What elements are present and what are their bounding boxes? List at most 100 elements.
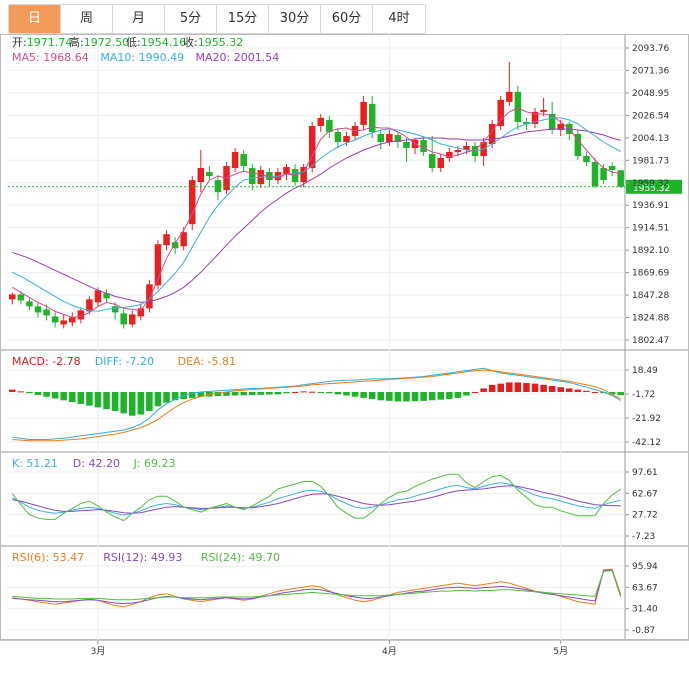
macd-tick-label: -42.12 — [632, 438, 661, 448]
candle-up — [146, 284, 153, 309]
price-tick-label: 2048.95 — [632, 89, 669, 99]
tab-4[interactable]: 15分 — [217, 5, 269, 33]
macd-bar-negative — [437, 391, 445, 400]
candle-down — [34, 306, 42, 313]
macd-bar-positive — [583, 390, 590, 392]
macd-bar-negative — [120, 391, 127, 414]
macd-bar-negative — [343, 391, 350, 396]
tab-0[interactable]: 日 — [9, 5, 61, 33]
macd-bar-negative — [137, 391, 145, 415]
macd-bar-negative — [334, 391, 342, 395]
candle-up — [283, 167, 290, 175]
candle-down — [248, 168, 256, 185]
macd-bar-negative — [34, 391, 42, 395]
macd-bar-positive — [9, 389, 16, 392]
rsi-label-0: RSI(6): 53.47 — [12, 551, 84, 564]
macd-bar-positive — [17, 391, 25, 393]
candle-up — [9, 294, 16, 300]
macd-bar-negative — [368, 391, 376, 400]
rsi-tick-label: 63.67 — [632, 583, 658, 593]
kdj-label-0: K: 51.21 — [12, 457, 58, 470]
macd-bar-negative — [411, 391, 419, 402]
macd-bar-negative — [223, 391, 230, 396]
kdj-tick-label: 62.67 — [632, 489, 658, 499]
rsi24-line — [12, 570, 622, 601]
candle-down — [206, 172, 213, 177]
tab-3[interactable]: 5分 — [165, 5, 217, 33]
macd-bar-positive — [488, 384, 496, 392]
macd-bar-positive — [548, 386, 556, 392]
macd-bar-negative — [394, 391, 402, 402]
candle-up — [163, 234, 170, 246]
candle-down — [591, 162, 599, 187]
kdj-tick-label: 97.61 — [632, 468, 658, 478]
price-tick-label: 1824.88 — [632, 314, 669, 324]
current-price-text: 1955.32 — [633, 184, 670, 194]
rsi-label-2: RSI(24): 49.70 — [201, 551, 280, 564]
candle-down — [608, 166, 616, 171]
macd-bar-positive — [591, 391, 599, 393]
candle-up — [506, 91, 513, 102]
macd-bar-positive — [523, 383, 530, 392]
candle-down — [583, 156, 590, 163]
macd-tick-label: -21.92 — [632, 414, 661, 424]
rsi-label-1: RSI(12): 49.93 — [103, 551, 182, 564]
rsi-tick-label: 31.40 — [632, 605, 658, 615]
candle-down — [103, 293, 110, 299]
candle-down — [600, 168, 607, 181]
d-line — [12, 485, 621, 514]
macd-bar-negative — [171, 391, 179, 401]
stock-chart[interactable]: 1955.32 3月 4月 5月 2093.76 2071.36 2048.95 2026.… — [0, 34, 689, 669]
candle-down — [377, 133, 385, 142]
macd-bar-negative — [617, 391, 624, 396]
tab-1[interactable]: 周 — [61, 5, 113, 33]
price-tick-label: 2093.76 — [632, 44, 669, 54]
tab-7[interactable]: 4时 — [388, 11, 410, 26]
macd-bar-negative — [231, 391, 239, 396]
macd-bar-negative — [608, 391, 616, 395]
macd-bar-negative — [326, 391, 333, 394]
macd-bar-negative — [111, 391, 119, 411]
tab-2[interactable]: 月 — [113, 5, 165, 33]
tab-5[interactable]: 30分 — [269, 5, 321, 33]
macd-bar-positive — [497, 383, 504, 392]
price-tick-label: 1892.10 — [632, 246, 669, 256]
rsi12-line — [12, 569, 622, 605]
macd-bar-negative — [60, 391, 67, 401]
x-tick-label: 5月 — [553, 646, 568, 657]
candle-up — [137, 308, 145, 317]
tab-6[interactable]: 60分 — [321, 5, 373, 33]
current-price-tag — [626, 179, 682, 194]
macd-bar-negative — [77, 391, 85, 404]
macd-bar-negative — [386, 391, 393, 401]
ma-label-2: MA20: 2001.54 — [196, 51, 280, 64]
ma10-line — [12, 117, 621, 312]
macd-bar-negative — [600, 391, 607, 394]
macd-bar-positive — [291, 391, 299, 393]
kdj-tick-label: 27.72 — [632, 511, 658, 521]
candle-down — [617, 170, 624, 187]
candle-up — [188, 180, 196, 225]
candle-up — [343, 135, 350, 142]
j-line — [11, 473, 621, 522]
candle-down — [17, 294, 25, 301]
candle-up — [360, 101, 367, 125]
macd-bar-negative — [360, 391, 367, 398]
macd-label-1: DIFF: -7.20 — [95, 355, 154, 368]
candle-up — [231, 152, 239, 169]
macd-bar-negative — [266, 391, 273, 395]
price-tick-label: 1914.51 — [632, 224, 669, 234]
macd-bar-negative — [146, 391, 153, 411]
candle-up — [488, 123, 496, 144]
candle-up — [308, 125, 316, 169]
macd-bar-negative — [248, 391, 256, 396]
macd-bar-negative — [257, 391, 265, 395]
candle-up — [300, 167, 307, 183]
macd-bar-negative — [188, 391, 196, 398]
candle-down — [403, 141, 410, 149]
ohlc-label-3: 收:1955.32 — [183, 35, 243, 49]
ma20-line — [12, 128, 621, 303]
candle-down — [523, 121, 530, 124]
macd-bar-negative — [214, 391, 222, 397]
candle-down — [420, 139, 427, 153]
